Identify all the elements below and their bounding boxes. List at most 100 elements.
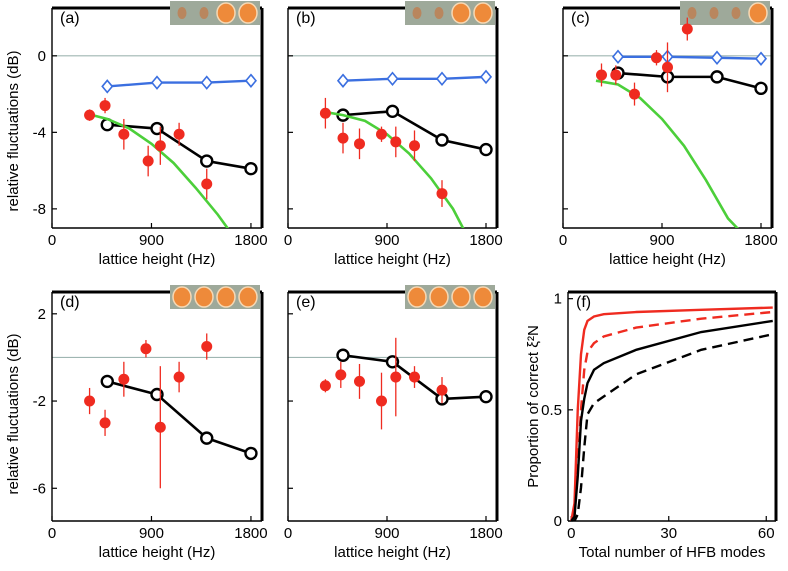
blue-diamond-marker — [150, 75, 164, 90]
black-circle-marker — [244, 446, 258, 461]
red-data-point — [436, 384, 448, 396]
inset-lobe — [194, 286, 214, 308]
panel-label: (e) — [296, 294, 316, 311]
panel-label: (a) — [60, 10, 80, 27]
red-data-point — [596, 69, 607, 81]
black-circle-marker — [385, 104, 400, 119]
red-data-point — [142, 155, 154, 167]
red-data-point — [436, 188, 448, 200]
blue-diamond-marker — [435, 71, 449, 87]
red-data-point — [409, 371, 420, 383]
y-axis-label: Proportion of correct ξ²N — [525, 325, 542, 488]
black-series-line — [106, 380, 252, 455]
blue-diamond-marker — [200, 75, 213, 90]
black-circle-marker — [100, 374, 114, 389]
data-layer — [570, 306, 774, 521]
y-tick-label: -6 — [33, 480, 46, 497]
black-circle-marker — [336, 348, 350, 362]
black-circle-marker — [435, 133, 449, 147]
panel-label: (d) — [60, 294, 80, 311]
red-data-point — [409, 140, 420, 152]
red-data-point — [390, 136, 402, 148]
data-layer — [595, 17, 768, 228]
x-axis-label: lattice height (Hz) — [334, 251, 451, 268]
x-tick-label: 0 — [48, 232, 56, 249]
inset-lobe — [687, 7, 697, 19]
red-data-point — [390, 371, 402, 383]
x-tick-label: 900 — [649, 232, 674, 249]
y-tick-label: 1 — [554, 291, 562, 308]
blue-diamond-marker — [611, 49, 625, 65]
inset-lobe — [451, 286, 471, 308]
x-tick-label: 1800 — [234, 525, 267, 542]
red-data-point — [681, 23, 693, 35]
x-tick-label: 900 — [139, 232, 164, 249]
y-tick-label: -4 — [33, 124, 46, 141]
x-tick-label: 900 — [139, 525, 164, 542]
black-series-line — [617, 71, 762, 90]
blue-series-line — [107, 79, 251, 88]
green-theory-curve — [595, 79, 739, 228]
red-data-point — [337, 132, 349, 144]
red-data-point — [154, 140, 166, 152]
red-data-point — [354, 138, 365, 150]
red-data-point — [99, 417, 111, 429]
x-axis-label: lattice height (Hz) — [334, 544, 451, 561]
red-data-point — [84, 395, 96, 407]
inset-lobe — [451, 2, 471, 24]
y-tick-label: 0 — [554, 513, 562, 530]
blue-diamond-marker — [479, 69, 493, 85]
inset-lobe — [238, 286, 258, 308]
panel-label: (f) — [576, 294, 591, 311]
x-tick-label: 1800 — [469, 232, 502, 249]
y-tick-label: 0 — [38, 48, 46, 65]
inset-lobe — [216, 286, 236, 308]
x-axis-label: lattice height (Hz) — [609, 251, 726, 268]
x-tick-label: 0 — [48, 525, 56, 542]
red-data-point — [376, 395, 387, 407]
data-layer — [84, 73, 258, 228]
x-tick-label: 30 — [660, 525, 677, 542]
red-data-point — [610, 69, 622, 81]
red-data-point — [629, 88, 640, 100]
blue-series-line — [342, 75, 487, 82]
black-circle-marker — [244, 161, 258, 176]
red-data-point — [154, 421, 166, 433]
series-line-black-solid — [570, 319, 773, 521]
data-layer — [319, 69, 493, 228]
inset-lobe — [748, 2, 768, 24]
red-data-point — [118, 373, 130, 385]
inset-lobe — [199, 7, 209, 19]
black-circle-marker — [754, 81, 768, 96]
black-circle-marker — [200, 431, 214, 445]
panel-d: 0 900 1800 2 -2 -6 lattice height (Hz) (d) — [33, 285, 268, 561]
blue-diamond-marker — [710, 50, 724, 65]
blue-diamond-marker — [336, 73, 350, 88]
blue-diamond-marker — [244, 73, 257, 88]
x-tick-label: 0 — [284, 232, 292, 249]
red-data-point — [335, 369, 347, 381]
x-axis-label: lattice height (Hz) — [99, 544, 216, 561]
red-data-point — [651, 52, 662, 64]
panel-e: 0 900 1800 lattice height (Hz) (e) — [284, 285, 503, 561]
series-line-red-solid — [570, 306, 773, 521]
y-tick-label: 2 — [38, 306, 46, 323]
y-tick-label: 0.5 — [541, 402, 562, 419]
red-data-point — [319, 107, 331, 119]
black-series-line — [107, 123, 252, 170]
panel-label: (b) — [296, 10, 316, 27]
inset-lobe — [731, 7, 741, 19]
red-data-point — [319, 380, 331, 392]
black-circle-marker — [479, 389, 493, 404]
x-axis-label: Total number of HFB modes — [579, 544, 766, 561]
y-tick-label: -8 — [33, 201, 46, 218]
x-tick-label: 900 — [374, 525, 399, 542]
series-line-black-dashed — [571, 333, 774, 521]
panel-c: 0 900 1800 lattice height (Hz) (c) — [559, 1, 778, 268]
red-data-point — [118, 128, 130, 140]
red-data-point — [99, 100, 111, 112]
red-data-point — [201, 178, 213, 190]
red-data-point — [376, 128, 387, 140]
red-data-point — [84, 109, 96, 121]
red-data-point — [173, 371, 185, 383]
